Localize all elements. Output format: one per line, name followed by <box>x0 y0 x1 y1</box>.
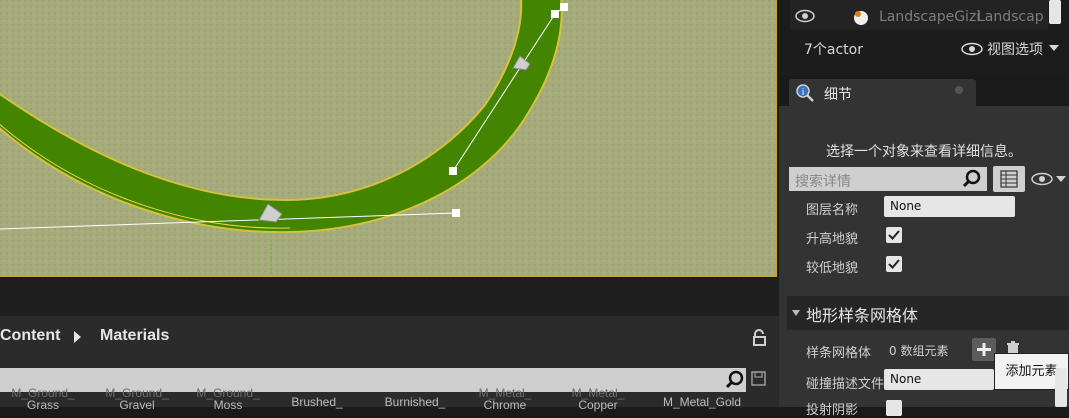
chevron-down-icon[interactable] <box>1049 45 1059 51</box>
asset-name-line1[interactable]: Burnished_ <box>384 395 446 409</box>
asset-name-line1[interactable]: M_Ground_ <box>105 386 169 400</box>
lock-icon[interactable] <box>752 329 768 346</box>
details-scrollbar[interactable] <box>1055 368 1067 407</box>
asset-name-line1[interactable]: M_Metal_ <box>571 386 625 400</box>
spline-control-point <box>560 3 568 11</box>
details-search-placeholder: 搜索详情 <box>795 174 851 190</box>
asset-name-line2[interactable]: Gravel <box>119 398 155 412</box>
lower-terrain-checkbox[interactable] <box>886 256 902 272</box>
content-browser-path-bar <box>0 316 779 360</box>
collapse-arrow-icon[interactable] <box>792 310 800 316</box>
asset-name-line1[interactable]: M_Ground_ <box>196 386 260 400</box>
spline-control-point <box>551 10 559 18</box>
prop-collision-profile-label: 碰撞描述文件 <box>806 377 885 392</box>
visibility-eye-icon[interactable] <box>795 9 815 23</box>
prop-lower-terrain-label: 较低地貌 <box>806 261 859 276</box>
prop-cast-shadow-label: 投射阴影 <box>806 403 859 418</box>
tab-close-icon[interactable] <box>955 86 963 94</box>
content-browser-toolbar <box>0 279 779 316</box>
landscape-gizmo-icon <box>854 11 868 25</box>
property-matrix-button[interactable] <box>993 166 1025 192</box>
asset-name-line2[interactable]: Copper <box>578 398 618 412</box>
asset-name-line2[interactable]: Grass <box>26 398 59 412</box>
chevron-down-icon[interactable] <box>1056 176 1066 182</box>
cast-shadow-checkbox[interactable] <box>886 400 902 416</box>
save-search-icon[interactable] <box>751 371 766 386</box>
spline-road <box>0 0 563 234</box>
search-icon[interactable] <box>962 169 982 189</box>
spline-control-point <box>449 167 457 175</box>
outliner-item-type: Landscap <box>977 9 1044 25</box>
spline-mesh-count: 0 数组元素 <box>889 344 949 358</box>
info-magnifier-icon: i <box>796 84 814 102</box>
select-hint: 选择一个对象来查看详细信息。 <box>826 144 1022 160</box>
tab-details[interactable] <box>789 79 976 107</box>
spline-tangent-line <box>0 212 457 230</box>
asset-name-line1[interactable]: M_Metal_ <box>478 386 532 400</box>
actor-count: 7个actor <box>804 42 863 58</box>
content-browser-search-input[interactable] <box>0 368 746 392</box>
trash-icon[interactable] <box>1006 341 1020 357</box>
spline-point-gizmo-icon <box>258 203 283 223</box>
level-viewport[interactable] <box>0 0 777 277</box>
tab-details-label[interactable]: 细节 <box>824 87 852 103</box>
outliner-scrollbar[interactable] <box>1049 0 1061 24</box>
breadcrumb-arrow-icon[interactable] <box>74 331 81 343</box>
asset-name-line2[interactable]: Chrome <box>483 398 527 412</box>
svg-text:i: i <box>802 88 805 98</box>
prop-spline-mesh-label: 样条网格体 <box>806 346 872 361</box>
details-search-input[interactable] <box>789 167 987 191</box>
add-element-button[interactable] <box>972 338 996 361</box>
raise-terrain-checkbox[interactable] <box>886 227 902 243</box>
visibility-filter-eye-icon[interactable] <box>1031 172 1053 186</box>
asset-name-line1[interactable]: Brushed_ <box>291 395 343 409</box>
search-icon[interactable] <box>725 370 745 390</box>
breadcrumb-materials[interactable]: Materials <box>100 327 170 344</box>
asset-name-line1[interactable]: M_Ground_ <box>11 386 75 400</box>
plus-icon <box>977 343 991 356</box>
landscape-spline-render[interactable] <box>0 0 777 277</box>
checkmark-icon <box>888 259 900 269</box>
category-header[interactable] <box>787 296 1069 330</box>
spline-point-gizmo-icon <box>512 55 531 71</box>
prop-raise-terrain-label: 升高地貌 <box>806 232 859 247</box>
checkmark-icon <box>888 230 900 240</box>
view-options-button[interactable]: 视图选项 <box>987 42 1043 58</box>
prop-layer-name-label: 图层名称 <box>806 203 859 218</box>
spline-control-point <box>452 209 460 217</box>
outliner-item-name[interactable]: LandscapeGizi <box>879 9 981 25</box>
grid-icon <box>1000 170 1018 188</box>
collision-profile-combo[interactable]: None <box>884 369 994 390</box>
layer-name-field[interactable]: None <box>884 196 1015 217</box>
category-label: 地形样条网格体 <box>806 306 919 325</box>
asset-name-line2[interactable]: Moss <box>213 398 243 412</box>
view-options-eye-icon[interactable] <box>961 42 983 56</box>
asset-name-line1[interactable]: M_Metal_Gold <box>662 395 742 409</box>
breadcrumb-content[interactable]: Content <box>0 327 61 344</box>
outliner-row[interactable] <box>790 0 1048 30</box>
